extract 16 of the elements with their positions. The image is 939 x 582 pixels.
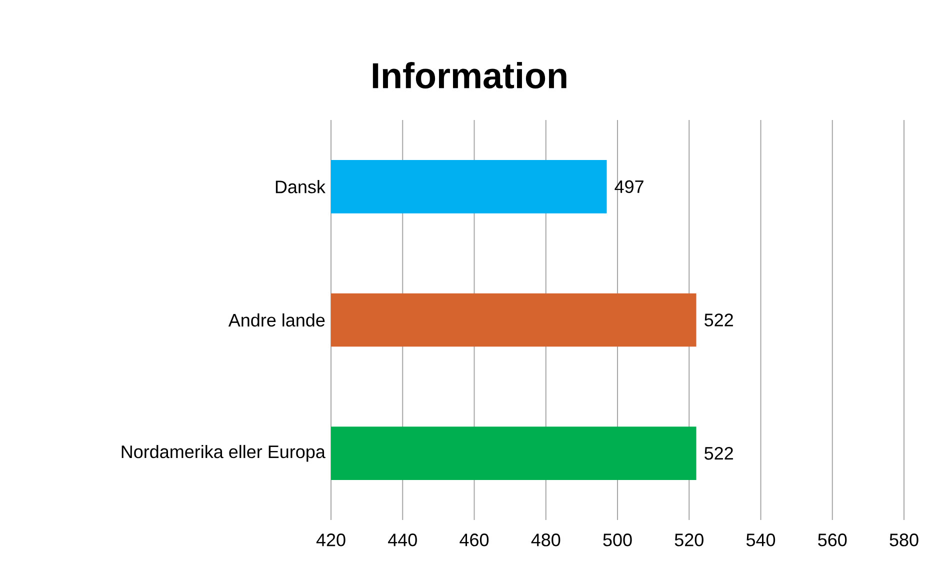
x-tick-label: 520 (674, 534, 704, 546)
y-tick-label: Dansk (276, 180, 326, 194)
data-label: 522 (704, 314, 733, 326)
x-tick-label: 560 (818, 534, 847, 546)
y-tick-label: Andre lande (228, 313, 325, 327)
x-tick-label: 460 (460, 534, 489, 546)
y-tick-label: Nordamerika eller Europa (122, 444, 326, 462)
x-tick-label: 480 (531, 534, 560, 546)
x-tick-label: 540 (746, 534, 776, 546)
data-label: 522 (704, 446, 733, 460)
x-tick-label: 500 (603, 534, 632, 546)
x-tick-label: 420 (316, 534, 346, 546)
chart-title: Information (372, 62, 566, 88)
data-label: 497 (614, 180, 644, 194)
x-tick-label: 440 (388, 534, 417, 546)
x-tick-label: 580 (890, 534, 918, 546)
